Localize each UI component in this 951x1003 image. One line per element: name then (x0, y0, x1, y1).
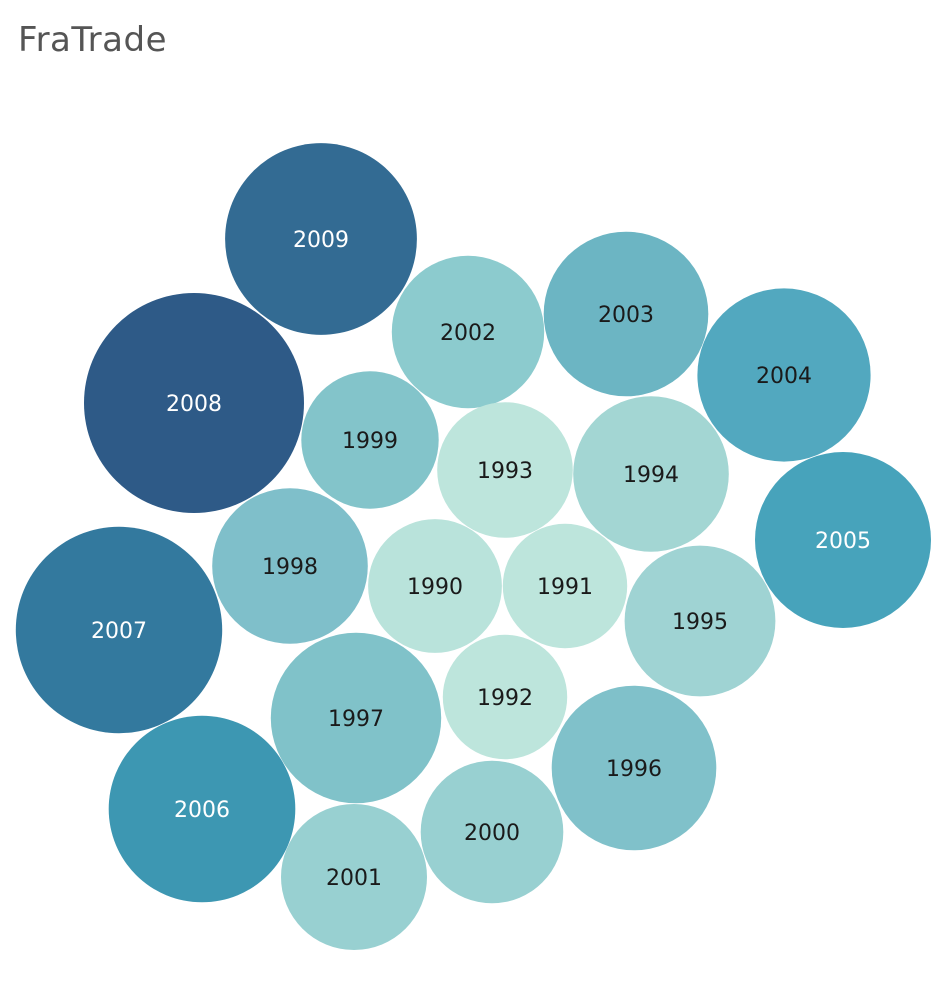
bubble-circle-1990[interactable] (368, 519, 502, 653)
bubble-circle-2008[interactable] (84, 293, 304, 513)
bubble-2002[interactable]: 2002 (391, 255, 545, 409)
bubble-2008[interactable]: 2008 (84, 293, 304, 513)
bubble-label-1990: 1990 (407, 575, 463, 600)
bubble-label-2008: 2008 (166, 392, 222, 417)
bubble-label-2004: 2004 (756, 364, 812, 389)
bubble-2004[interactable]: 2004 (697, 288, 871, 462)
bubble-circle-2006[interactable] (108, 715, 296, 903)
bubble-1990[interactable]: 1990 (368, 519, 502, 653)
bubble-1996[interactable]: 1996 (551, 685, 717, 851)
bubble-circle-2005[interactable] (755, 452, 931, 628)
bubble-circle-2002[interactable] (391, 255, 545, 409)
bubble-label-1998: 1998 (262, 555, 318, 580)
bubble-label-1994: 1994 (623, 463, 679, 488)
bubble-circle-1998[interactable] (212, 488, 368, 644)
bubble-1991[interactable]: 1991 (502, 523, 628, 649)
bubble-2003[interactable]: 2003 (543, 231, 709, 397)
bubble-1997[interactable]: 1997 (270, 632, 442, 804)
bubble-circle-1999[interactable] (301, 371, 439, 509)
bubble-circle-2009[interactable] (225, 143, 417, 335)
bubble-2000[interactable]: 2000 (420, 760, 564, 904)
bubble-1999[interactable]: 1999 (301, 371, 439, 509)
bubble-1998[interactable]: 1998 (212, 488, 368, 644)
bubble-circle-1996[interactable] (551, 685, 717, 851)
bubble-1994[interactable]: 1994 (573, 396, 729, 552)
bubble-label-2009: 2009 (293, 228, 349, 253)
bubble-label-1991: 1991 (537, 575, 593, 600)
bubble-1992[interactable]: 1992 (442, 634, 568, 760)
bubble-label-2001: 2001 (326, 866, 382, 891)
bubble-circle-1995[interactable] (624, 545, 776, 697)
bubble-circle-2004[interactable] (697, 288, 871, 462)
bubble-label-1995: 1995 (672, 610, 728, 635)
bubble-2007[interactable]: 2007 (15, 526, 223, 734)
bubble-label-2005: 2005 (815, 529, 871, 554)
bubble-2009[interactable]: 2009 (225, 143, 417, 335)
bubble-label-2006: 2006 (174, 798, 230, 823)
bubble-circle-2000[interactable] (420, 760, 564, 904)
bubble-label-1993: 1993 (477, 459, 533, 484)
bubble-label-2000: 2000 (464, 821, 520, 846)
bubble-2001[interactable]: 2001 (281, 804, 427, 950)
bubble-label-1997: 1997 (328, 707, 384, 732)
bubble-label-1996: 1996 (606, 757, 662, 782)
bubble-label-1992: 1992 (477, 686, 533, 711)
bubble-label-2007: 2007 (91, 619, 147, 644)
bubble-label-1999: 1999 (342, 429, 398, 454)
bubble-circle-1992[interactable] (442, 634, 568, 760)
chart-title: FraTrade (18, 20, 167, 60)
bubble-2005[interactable]: 2005 (755, 452, 931, 628)
bubble-label-2003: 2003 (598, 303, 654, 328)
bubble-circle-2003[interactable] (543, 231, 709, 397)
bubble-circle-1993[interactable] (437, 402, 573, 538)
bubble-1993[interactable]: 1993 (437, 402, 573, 538)
bubble-1995[interactable]: 1995 (624, 545, 776, 697)
bubble-circle-2001[interactable] (281, 804, 427, 950)
bubble-label-2002: 2002 (440, 321, 496, 346)
bubble-2006[interactable]: 2006 (108, 715, 296, 903)
bubble-circle-1994[interactable] (573, 396, 729, 552)
bubble-circle-1991[interactable] (502, 523, 628, 649)
bubble-circle-1997[interactable] (270, 632, 442, 804)
bubble-circle-2007[interactable] (15, 526, 223, 734)
